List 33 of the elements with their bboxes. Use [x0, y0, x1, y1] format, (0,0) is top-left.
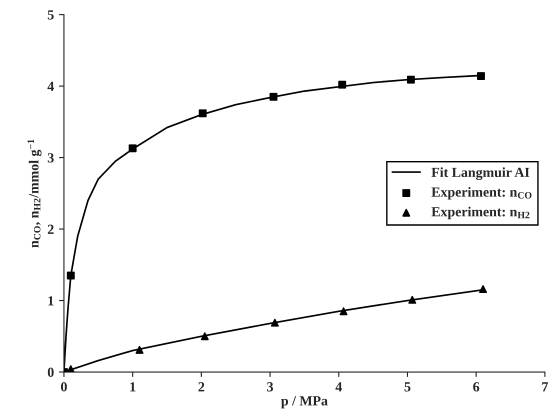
- x-tick-label: 7: [542, 382, 548, 392]
- point: [338, 80, 346, 89]
- point: [200, 332, 209, 340]
- point: [477, 72, 485, 80]
- point: [408, 296, 416, 304]
- point: [66, 365, 75, 372]
- point: [128, 144, 137, 152]
- x-tick-label: 6: [473, 382, 480, 392]
- y-tick-label: 0: [48, 368, 54, 377]
- y-axis-title: n$_{CO}$, n$_{H2}$/mmol g$^{−1}$: [28, 140, 42, 248]
- point: [136, 346, 144, 354]
- point: [479, 285, 487, 294]
- y-tick-label: 3: [48, 153, 54, 163]
- x-tick-label: 3: [267, 382, 274, 392]
- y-tick-label: 1: [48, 296, 54, 306]
- point: [406, 76, 415, 84]
- legend-label: Experiment: n$_{CO}$: [432, 186, 532, 200]
- x-axis-title: p / MPa: [281, 396, 328, 408]
- x-tick-label: 0: [60, 382, 67, 392]
- y-tick-label: 5: [48, 10, 54, 20]
- point: [66, 272, 75, 280]
- y-tick-label: 4: [47, 82, 54, 91]
- point: [340, 307, 348, 316]
- point: [270, 92, 278, 101]
- x-tick-label: 5: [404, 382, 410, 392]
- point: [270, 318, 279, 327]
- legend-label: Experiment: n$_{H2}$: [432, 206, 530, 220]
- x-tick-label: 2: [198, 382, 204, 392]
- legend-label: Fit Langmuir AI: [432, 167, 530, 180]
- y-tick-label: 2: [48, 224, 54, 234]
- point: [198, 109, 207, 118]
- x-tick-label: 4: [335, 382, 342, 392]
- x-tick-label: 1: [130, 382, 136, 392]
